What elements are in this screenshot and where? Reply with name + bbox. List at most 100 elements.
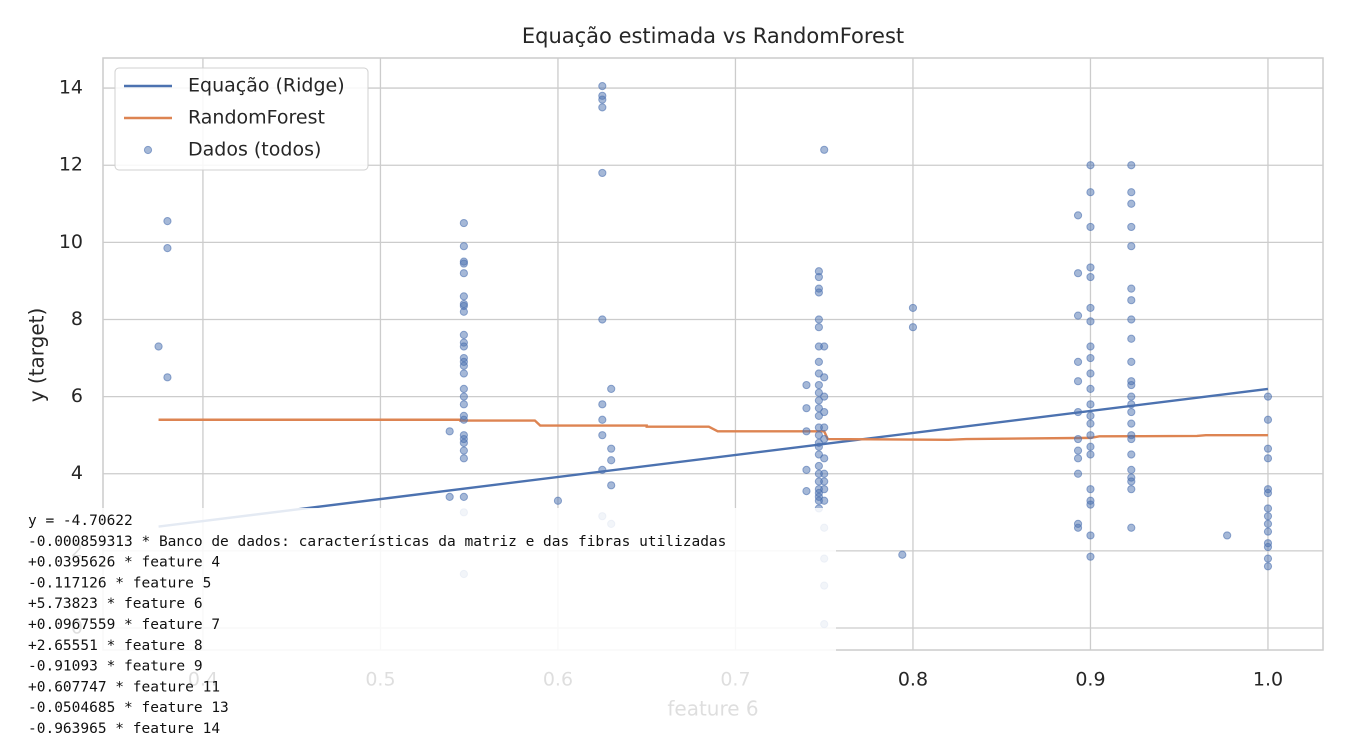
annotation-line: +2.65551 * feature 8 <box>28 638 203 654</box>
scatter-point <box>1127 485 1136 494</box>
scatter-point <box>1086 485 1095 494</box>
scatter-point <box>459 307 468 316</box>
scatter-point <box>1127 222 1136 232</box>
scatter-point <box>820 496 829 505</box>
scatter-point <box>1127 161 1136 170</box>
scatter-point <box>1086 188 1095 197</box>
scatter-point <box>1127 296 1136 305</box>
scatter-point <box>607 481 616 490</box>
scatter-point <box>820 423 829 432</box>
scatter-point <box>1127 199 1136 208</box>
scatter-point <box>820 454 829 463</box>
scatter-point <box>1127 400 1136 409</box>
annotation-line: +0.0967559 * feature 7 <box>28 617 220 633</box>
scatter-point <box>1086 222 1095 232</box>
scatter-point <box>1073 434 1083 444</box>
scatter-point <box>820 407 829 417</box>
annotation-line: -0.0504685 * feature 13 <box>28 700 229 716</box>
scatter-point <box>802 404 811 413</box>
legend-label: Dados (todos) <box>188 139 321 161</box>
scatter-point <box>1263 488 1273 498</box>
scatter-point <box>598 168 607 178</box>
scatter-point <box>820 477 829 486</box>
scatter-point <box>1127 242 1136 251</box>
scatter-point <box>802 487 811 496</box>
scatter-point <box>1086 552 1095 561</box>
scatter-point <box>820 434 829 444</box>
scatter-point <box>459 218 468 228</box>
scatter-point <box>802 465 811 474</box>
scatter-point <box>1086 342 1095 351</box>
scatter-point <box>802 380 811 390</box>
legend-label: RandomForest <box>188 107 325 129</box>
scatter-point <box>1127 523 1136 532</box>
annotation-line: +0.607747 * feature 11 <box>28 679 220 695</box>
scatter-point <box>163 244 172 253</box>
scatter-point <box>163 217 172 226</box>
scatter-point <box>908 303 918 313</box>
scatter-point <box>1127 392 1136 401</box>
x-tick-label: 1.0 <box>1253 669 1283 691</box>
scatter-point <box>163 373 172 382</box>
scatter-point <box>1073 454 1083 463</box>
scatter-point <box>820 342 829 351</box>
scatter-point <box>814 272 823 282</box>
scatter-point <box>1086 317 1095 326</box>
scatter-point <box>607 456 616 465</box>
scatter-point <box>1086 303 1095 313</box>
scatter-point <box>459 292 468 301</box>
scatter-point <box>1263 527 1273 536</box>
scatter-point <box>1086 442 1095 451</box>
scatter-point <box>607 384 616 394</box>
scatter-point <box>1263 562 1273 571</box>
scatter-point <box>1263 512 1273 521</box>
y-tick-label: 10 <box>59 231 83 253</box>
scatter-point <box>1073 311 1083 320</box>
scatter-point <box>1127 434 1136 444</box>
scatter-point <box>1127 407 1136 417</box>
scatter-point <box>459 454 468 463</box>
annotation-line: +0.0395626 * feature 4 <box>28 555 220 571</box>
line <box>158 418 1268 442</box>
scatter-point <box>908 323 918 332</box>
scatter-point <box>1073 407 1083 417</box>
scatter-point <box>814 323 823 332</box>
annotation-line: -0.117126 * feature 5 <box>28 575 211 591</box>
y-axis-label: y (target) <box>25 308 49 403</box>
scatter-point <box>459 492 468 501</box>
scatter-point <box>814 288 823 297</box>
scatter-point <box>1263 454 1273 463</box>
x-tick-label: 0.8 <box>898 669 928 691</box>
scatter-point <box>1127 188 1136 197</box>
scatter-point <box>814 315 823 324</box>
scatter-point <box>1127 334 1136 343</box>
scatter-point <box>1263 519 1273 528</box>
scatter-point <box>459 438 468 447</box>
scatter-point <box>1086 419 1095 428</box>
annotation-box <box>22 508 836 750</box>
scatter-point <box>1263 504 1273 513</box>
scatter-point <box>1073 211 1083 220</box>
x-tick-label: 0.9 <box>1075 669 1105 691</box>
scatter-point <box>1086 369 1095 378</box>
scatter-point <box>607 444 616 453</box>
scatter-point <box>898 550 907 559</box>
scatter-point <box>820 469 829 478</box>
y-tick-label: 8 <box>71 308 83 330</box>
scatter-point <box>1263 542 1273 552</box>
scatter-point <box>820 485 829 494</box>
scatter-point <box>814 461 823 471</box>
scatter-point <box>598 465 607 474</box>
legend-swatch <box>143 145 153 155</box>
scatter-point <box>1127 380 1136 390</box>
scatter-point <box>1127 357 1136 367</box>
scatter-point <box>1263 444 1273 453</box>
scatter-point <box>598 415 607 424</box>
legend-label: Equação (Ridge) <box>188 75 345 97</box>
scatter-point <box>459 392 468 401</box>
scatter-point <box>1127 419 1136 428</box>
scatter-point <box>1086 411 1095 420</box>
scatter-point <box>802 427 811 436</box>
scatter-point <box>459 361 468 370</box>
